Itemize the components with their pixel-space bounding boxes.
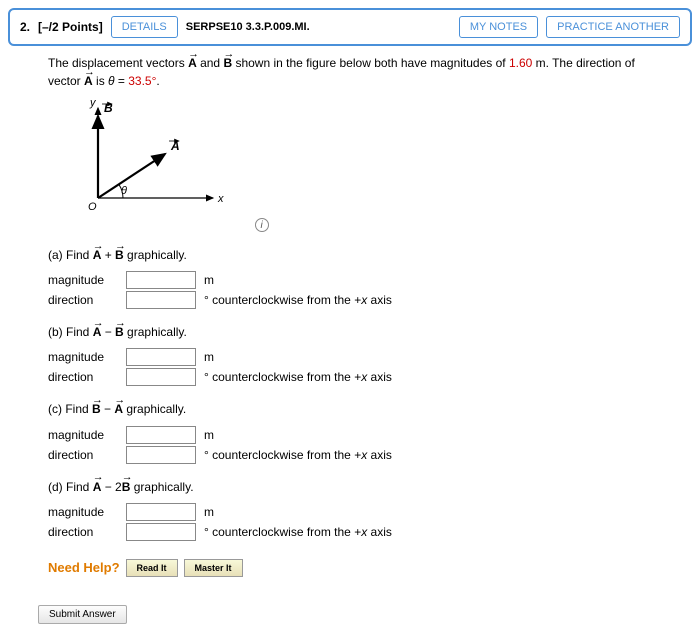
direction-label: direction <box>48 293 118 307</box>
submit-answer-button[interactable]: Submit Answer <box>38 605 127 624</box>
c-direction-input[interactable] <box>126 446 196 464</box>
part-c: (c) Find B − A graphically. <box>48 400 662 419</box>
c-magnitude-row: magnitude m <box>48 426 662 444</box>
part-d: (d) Find A − 2B graphically. <box>48 478 662 497</box>
vector-figure: B A O x y θ i <box>68 98 662 232</box>
svg-text:x: x <box>217 193 224 205</box>
points-label: [–/2 Points] <box>38 20 103 34</box>
a-magnitude-input[interactable] <box>126 271 196 289</box>
need-help-label: Need Help? <box>48 560 120 575</box>
question-content: The displacement vectors A and B shown i… <box>8 54 692 587</box>
svg-text:y: y <box>89 98 97 109</box>
c-direction-row: direction ° counterclockwise from the +x… <box>48 446 662 464</box>
d-magnitude-row: magnitude m <box>48 503 662 521</box>
source-label: SERPSE10 3.3.P.009.MI. <box>186 21 310 33</box>
read-it-button[interactable]: Read It <box>126 559 178 577</box>
a-direction-row: direction ° counterclockwise from the +x… <box>48 291 662 309</box>
a-magnitude-row: magnitude m <box>48 271 662 289</box>
b-magnitude-input[interactable] <box>126 348 196 366</box>
info-icon[interactable]: i <box>255 218 269 232</box>
my-notes-button[interactable]: MY NOTES <box>459 16 538 38</box>
part-b: (b) Find A − B graphically. <box>48 323 662 342</box>
question-number: 2. <box>20 20 30 34</box>
svg-text:O: O <box>88 201 97 213</box>
d-direction-input[interactable] <box>126 523 196 541</box>
details-button[interactable]: DETAILS <box>111 16 178 38</box>
submit-wrap: Submit Answer <box>38 605 692 624</box>
need-help-row: Need Help? Read It Master It <box>48 559 662 577</box>
magnitude-label: magnitude <box>48 273 118 287</box>
master-it-button[interactable]: Master It <box>184 559 243 577</box>
intro-text: The displacement vectors A and B shown i… <box>48 54 662 90</box>
a-direction-input[interactable] <box>126 291 196 309</box>
vector-diagram-svg: B A O x y θ <box>68 98 248 228</box>
svg-text:B: B <box>104 101 113 115</box>
b-magnitude-row: magnitude m <box>48 348 662 366</box>
d-direction-row: direction ° counterclockwise from the +x… <box>48 523 662 541</box>
b-direction-input[interactable] <box>126 368 196 386</box>
d-magnitude-input[interactable] <box>126 503 196 521</box>
c-magnitude-input[interactable] <box>126 426 196 444</box>
vector-B: B <box>223 54 232 72</box>
question-header: 2. [–/2 Points] DETAILS SERPSE10 3.3.P.0… <box>8 8 692 46</box>
vector-A: A <box>188 54 197 72</box>
part-a: (a) Find A + B graphically. <box>48 246 662 265</box>
practice-another-button[interactable]: PRACTICE ANOTHER <box>546 16 680 38</box>
angle-value: 33.5° <box>128 74 156 88</box>
magnitude-value: 1.60 <box>509 56 532 70</box>
svg-text:θ: θ <box>121 185 127 197</box>
b-direction-row: direction ° counterclockwise from the +x… <box>48 368 662 386</box>
